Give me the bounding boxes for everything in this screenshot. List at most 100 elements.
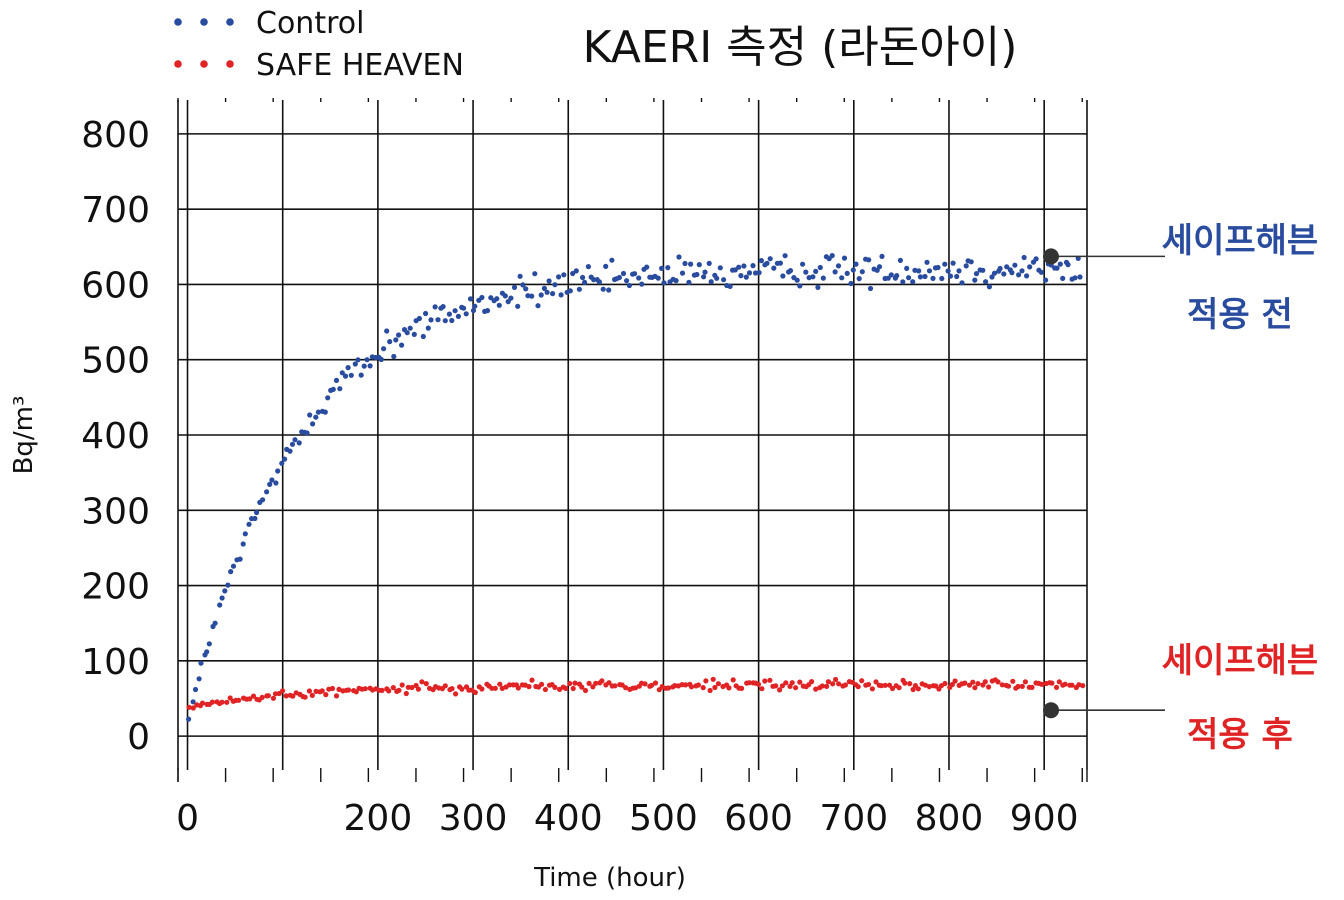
annotation-line-2: 적용 전 xyxy=(1187,295,1293,335)
data-point xyxy=(815,284,821,290)
data-point xyxy=(542,686,549,693)
legend-marker xyxy=(200,60,208,68)
data-point xyxy=(706,260,712,266)
data-point xyxy=(242,531,248,537)
data-point xyxy=(280,688,286,694)
data-point xyxy=(544,289,550,295)
data-point xyxy=(1060,275,1066,281)
y-axis-title: Bq/m³ xyxy=(9,396,39,475)
data-point xyxy=(453,691,459,697)
data-point xyxy=(586,680,592,687)
data-point xyxy=(606,680,612,686)
data-point xyxy=(432,304,438,310)
data-point xyxy=(825,679,832,685)
data-point xyxy=(710,676,716,682)
data-point xyxy=(289,441,296,447)
data-point xyxy=(333,693,340,699)
y-tick-label: 700 xyxy=(81,190,150,231)
data-point xyxy=(585,264,592,270)
data-point xyxy=(593,680,599,686)
data-point xyxy=(505,299,511,305)
data-point xyxy=(403,690,409,697)
data-point xyxy=(989,274,995,280)
data-point xyxy=(682,260,688,267)
data-point xyxy=(813,268,819,274)
data-point xyxy=(1016,272,1022,278)
data-point xyxy=(1039,681,1045,687)
data-point xyxy=(488,295,494,301)
data-point xyxy=(260,497,266,503)
y-tick-label: 300 xyxy=(81,491,150,532)
data-point xyxy=(358,372,364,378)
data-point xyxy=(982,679,988,685)
data-point xyxy=(824,683,830,690)
data-point xyxy=(759,686,765,692)
data-point xyxy=(463,311,469,317)
data-point xyxy=(428,317,434,323)
data-point xyxy=(186,704,192,710)
data-point xyxy=(511,284,518,290)
data-point xyxy=(1033,256,1039,262)
x-axis-title: Time (hour) xyxy=(533,863,686,893)
annotation-line-1: 세이프해븐 xyxy=(1162,221,1318,261)
data-point xyxy=(922,682,929,688)
data-point xyxy=(302,694,308,700)
data-point xyxy=(896,685,902,691)
data-point xyxy=(741,263,747,269)
data-point xyxy=(712,684,718,691)
data-point xyxy=(409,684,415,691)
data-point xyxy=(378,356,384,363)
data-point xyxy=(995,679,1001,685)
data-point xyxy=(886,682,893,688)
data-point xyxy=(787,268,794,274)
data-point xyxy=(1012,262,1018,268)
data-point xyxy=(452,308,458,314)
data-point xyxy=(889,685,896,692)
data-point xyxy=(773,683,779,689)
data-point xyxy=(755,681,762,687)
data-point xyxy=(665,685,672,691)
x-tick-label: 600 xyxy=(724,798,793,839)
data-point xyxy=(240,541,246,547)
series-1 xyxy=(186,676,1086,711)
data-point xyxy=(296,440,302,446)
data-point xyxy=(855,684,861,690)
data-point xyxy=(1043,277,1049,283)
data-point xyxy=(997,265,1003,272)
data-point xyxy=(600,286,606,292)
data-point xyxy=(264,489,270,495)
data-point xyxy=(917,274,924,280)
data-point xyxy=(897,257,904,263)
data-point xyxy=(570,270,576,277)
legend-marker xyxy=(174,18,182,26)
data-point xyxy=(885,275,891,281)
data-point xyxy=(939,275,945,282)
data-point xyxy=(404,330,410,336)
data-point xyxy=(337,386,343,392)
data-point xyxy=(962,680,968,686)
data-point xyxy=(750,263,756,269)
data-point xyxy=(411,331,417,337)
data-point xyxy=(906,275,912,281)
data-point xyxy=(265,693,271,699)
data-point xyxy=(1019,683,1025,690)
data-point xyxy=(636,275,642,281)
x-tick-label: 500 xyxy=(629,798,698,839)
data-point xyxy=(342,373,349,379)
data-point xyxy=(355,357,361,363)
data-point xyxy=(506,682,513,688)
data-point xyxy=(767,677,773,683)
ticks-layer: 0 100 200 300 400 500 600 700 800 0 200 300 400 500 60… xyxy=(81,98,1088,839)
data-point xyxy=(813,686,819,692)
data-point xyxy=(206,641,212,647)
data-point xyxy=(590,684,596,690)
data-point xyxy=(900,279,906,285)
data-point xyxy=(888,272,894,278)
data-point xyxy=(198,660,204,666)
data-point xyxy=(236,697,242,703)
data-point xyxy=(196,676,202,682)
data-point xyxy=(963,263,969,269)
data-point xyxy=(269,477,275,483)
data-point xyxy=(902,680,908,686)
data-point xyxy=(803,269,809,275)
